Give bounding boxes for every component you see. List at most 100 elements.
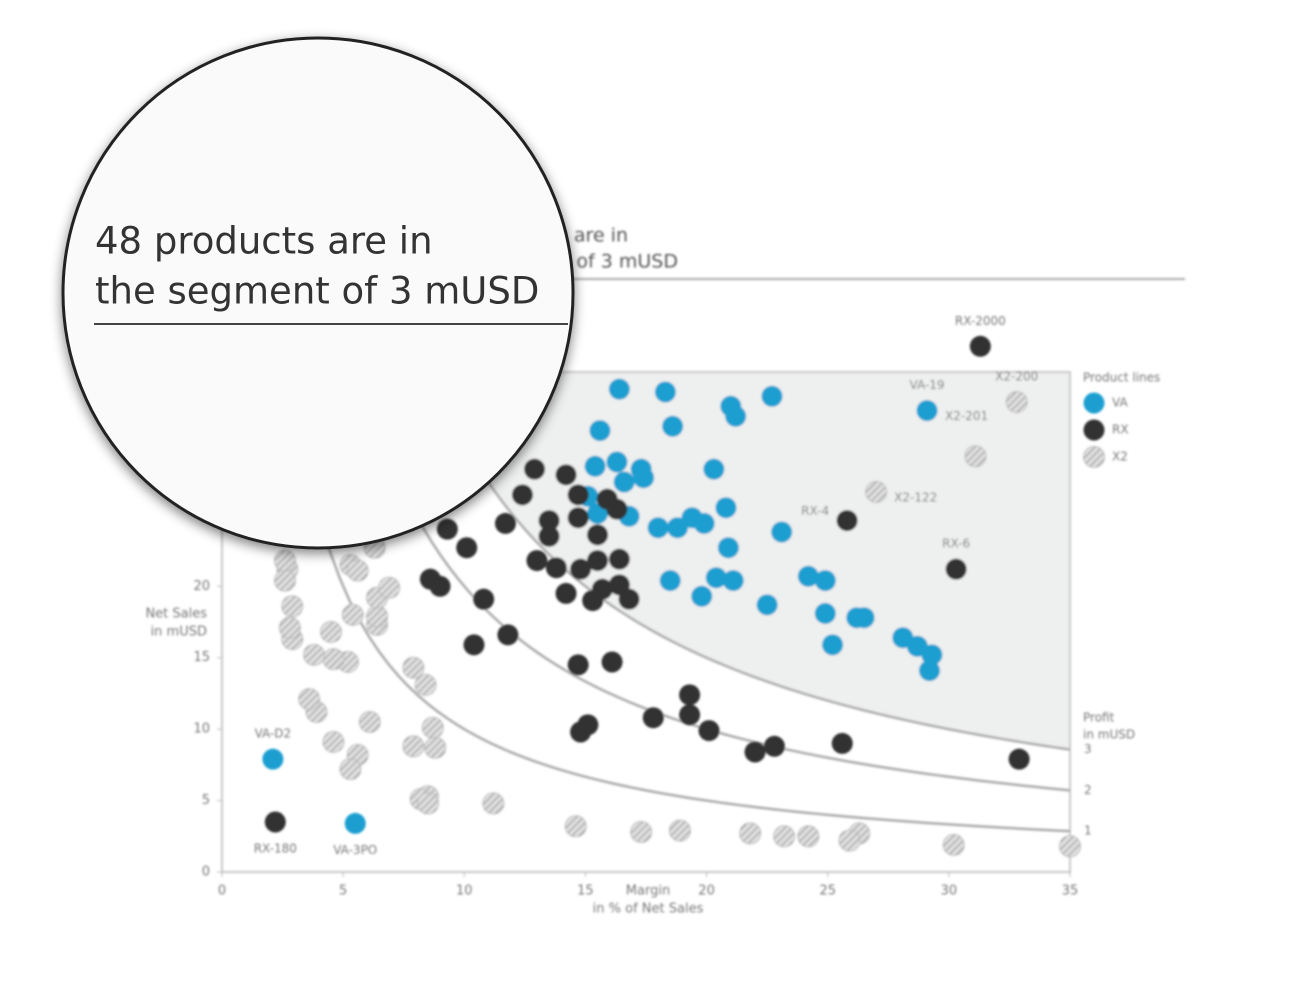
- data-point: [1059, 835, 1081, 858]
- data-point: [322, 731, 345, 753]
- point-label: RX-4: [801, 504, 829, 518]
- legend-label: VA: [1112, 396, 1128, 410]
- data-point: [358, 711, 381, 733]
- data-point: [429, 575, 451, 597]
- data-point: [691, 585, 713, 607]
- profit-curve-label: 1: [1084, 824, 1092, 838]
- data-point: [402, 656, 425, 679]
- point-label: VA-19: [910, 378, 945, 392]
- point-label: VA-D2: [255, 727, 292, 741]
- x-tick-label: 15: [577, 884, 594, 899]
- data-point: [744, 741, 766, 763]
- data-point: [608, 378, 630, 400]
- data-point: [814, 570, 836, 592]
- data-point: [797, 825, 820, 848]
- legend-marker: [1083, 419, 1105, 441]
- data-point: [921, 644, 943, 666]
- data-point: [608, 548, 630, 570]
- data-point: [945, 558, 967, 580]
- data-point: [262, 748, 284, 770]
- data-point: [526, 550, 548, 572]
- x-tick-label: 5: [339, 884, 347, 899]
- y-axis-label: Net Sales: [145, 607, 207, 622]
- data-point: [633, 467, 655, 489]
- data-point: [916, 400, 938, 422]
- data-point: [797, 565, 819, 587]
- data-point: [570, 558, 592, 580]
- data-point: [918, 660, 940, 682]
- legend-label: RX: [1112, 423, 1129, 437]
- profit-curve-label: 3: [1084, 742, 1092, 756]
- data-point: [524, 458, 546, 480]
- y-tick-label: 5: [202, 793, 210, 808]
- y-tick-label: 0: [202, 865, 210, 880]
- data-point: [606, 498, 628, 520]
- x-tick-label: 35: [1062, 884, 1079, 899]
- data-point: [693, 512, 715, 534]
- data-point: [668, 819, 691, 842]
- curve-axis-label: Profit: [1083, 711, 1115, 725]
- data-point: [618, 588, 640, 610]
- y-tick-label: 10: [193, 722, 210, 737]
- curve-axis-label: in mUSD: [1083, 728, 1135, 742]
- data-point: [630, 821, 653, 843]
- data-point: [969, 335, 991, 357]
- data-point: [567, 484, 589, 506]
- x-axis-label: in % of Net Sales: [593, 902, 704, 917]
- data-point: [942, 833, 965, 856]
- magnified-title: the segment of 3 mUSD: [95, 270, 539, 313]
- data-point: [838, 829, 861, 852]
- data-point: [642, 707, 664, 729]
- data-point: [264, 811, 286, 833]
- data-point: [836, 510, 858, 532]
- data-point: [705, 567, 727, 589]
- data-point: [587, 524, 609, 546]
- magnifier: 48 products are in the segment of 3 mUSD: [61, 36, 575, 550]
- data-point: [647, 517, 669, 539]
- data-point: [545, 557, 567, 579]
- data-point: [416, 792, 439, 815]
- legend-label: X2: [1112, 450, 1128, 464]
- data-point: [725, 405, 747, 427]
- magnified-title: 48 products are in: [95, 220, 433, 263]
- y-tick-label: 15: [193, 650, 210, 665]
- point-label: RX-6: [942, 537, 970, 551]
- data-point: [436, 518, 458, 540]
- data-point: [456, 537, 478, 559]
- data-point: [717, 537, 739, 559]
- data-point: [589, 420, 611, 442]
- data-point: [601, 651, 623, 673]
- point-label: RX-2000: [955, 314, 1006, 328]
- legend-marker: [1083, 446, 1105, 468]
- data-point: [659, 570, 681, 592]
- data-point: [567, 507, 589, 529]
- data-point: [584, 455, 606, 477]
- data-point: [582, 590, 604, 612]
- data-point: [473, 588, 495, 610]
- data-point: [555, 582, 577, 604]
- data-point: [463, 634, 485, 656]
- data-point: [344, 812, 366, 834]
- data-point: [1005, 391, 1028, 413]
- data-point: [273, 569, 296, 592]
- data-point: [298, 688, 321, 711]
- x-tick-label: 20: [698, 884, 715, 899]
- data-point: [341, 603, 364, 626]
- data-point: [613, 471, 635, 493]
- x-tick-label: 10: [456, 884, 473, 899]
- legend-title: Product lines: [1083, 371, 1160, 385]
- data-point: [739, 822, 762, 845]
- point-label: X2-200: [995, 370, 1038, 384]
- x-tick-label: 25: [819, 884, 836, 899]
- data-point: [320, 621, 343, 643]
- data-point: [703, 458, 725, 480]
- data-point: [865, 481, 888, 503]
- data-point: [421, 716, 444, 739]
- data-point: [567, 654, 589, 676]
- point-label: RX-180: [254, 842, 297, 856]
- data-point: [278, 616, 301, 639]
- data-point: [424, 736, 447, 759]
- data-point: [763, 735, 785, 757]
